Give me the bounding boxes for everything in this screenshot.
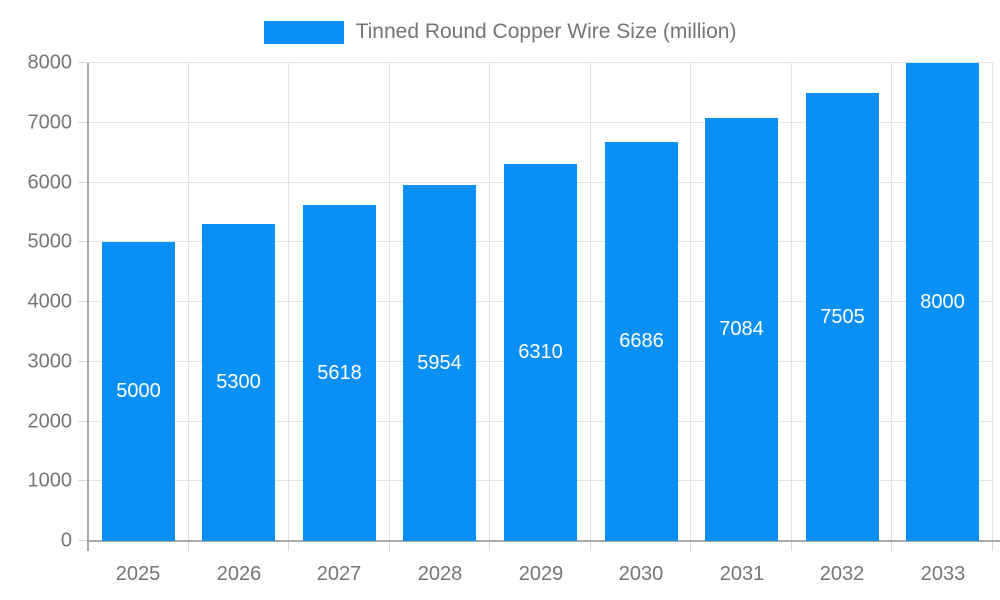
y-tick-label: 6000 xyxy=(27,171,73,194)
bar[interactable]: 5954 xyxy=(403,185,476,541)
x-axis-tick xyxy=(590,541,591,551)
bar-value-label: 5000 xyxy=(116,380,161,402)
x-gridline xyxy=(690,63,691,541)
x-tick-label: 2025 xyxy=(115,563,161,585)
chart-legend[interactable]: Tinned Round Copper Wire Size (million) xyxy=(0,14,1000,50)
legend-series-label: Tinned Round Copper Wire Size (million) xyxy=(355,20,737,43)
x-axis-tick xyxy=(288,541,289,551)
x-gridline xyxy=(389,63,390,541)
y-tick-label: 7000 xyxy=(27,111,73,134)
bar[interactable]: 8000 xyxy=(906,63,979,541)
x-gridline xyxy=(188,63,189,541)
x-gridline xyxy=(791,63,792,541)
y-axis-tick xyxy=(78,480,88,481)
y-axis-tick xyxy=(78,241,88,242)
y-tick-label: 4000 xyxy=(27,290,73,313)
x-gridline xyxy=(489,63,490,541)
x-tick-label: 2033 xyxy=(920,563,966,585)
bar[interactable]: 5618 xyxy=(303,205,376,541)
x-tick-label: 2026 xyxy=(216,563,262,585)
bar-value-label: 8000 xyxy=(920,290,965,313)
legend-color-swatch xyxy=(263,20,344,44)
bar-value-label: 5954 xyxy=(417,351,462,374)
x-axis-tick xyxy=(389,541,390,551)
bar[interactable]: 7084 xyxy=(705,118,778,541)
y-axis-line xyxy=(87,63,89,551)
bar[interactable]: 6686 xyxy=(605,142,678,541)
x-gridline xyxy=(590,63,591,541)
x-tick-label: 2031 xyxy=(719,563,765,585)
x-tick-label: 2027 xyxy=(316,563,362,585)
y-tick-label: 2000 xyxy=(27,410,73,433)
bar-value-label: 6310 xyxy=(518,341,563,363)
y-tick-label: 8000 xyxy=(27,51,73,74)
x-gridline xyxy=(288,63,289,541)
y-axis-tick xyxy=(78,540,88,541)
x-gridline xyxy=(992,63,993,541)
x-axis-tick xyxy=(891,541,892,551)
bar-value-label: 7505 xyxy=(820,305,865,328)
x-axis-tick xyxy=(489,541,490,551)
y-tick-label: 5000 xyxy=(27,230,73,253)
bar[interactable]: 6310 xyxy=(504,164,577,541)
y-gridline xyxy=(88,62,993,63)
x-axis-tick xyxy=(188,541,189,551)
y-axis-tick xyxy=(78,361,88,362)
bar-value-label: 6686 xyxy=(619,330,664,352)
x-axis-tick xyxy=(791,541,792,551)
y-axis-tick xyxy=(78,301,88,302)
y-tick-label: 1000 xyxy=(27,469,73,492)
bar-value-label: 7084 xyxy=(719,318,764,340)
y-tick-label: 3000 xyxy=(27,350,73,373)
x-tick-label: 2029 xyxy=(518,563,564,585)
x-axis-tick xyxy=(992,541,993,551)
y-gridline xyxy=(88,122,993,123)
x-gridline xyxy=(891,63,892,541)
x-tick-label: 2030 xyxy=(618,563,664,585)
y-axis-tick xyxy=(78,122,88,123)
x-axis-tick xyxy=(690,541,691,551)
x-tick-label: 2032 xyxy=(819,563,865,585)
bar[interactable]: 5300 xyxy=(202,224,275,541)
y-tick-label: 0 xyxy=(60,529,72,552)
bar-value-label: 5618 xyxy=(317,361,362,384)
bar-value-label: 5300 xyxy=(216,371,261,393)
x-tick-label: 2028 xyxy=(417,563,463,585)
x-axis-line xyxy=(88,540,1000,542)
bar[interactable]: 5000 xyxy=(102,242,175,541)
bar[interactable]: 7505 xyxy=(806,93,879,541)
y-axis-tick xyxy=(78,421,88,422)
y-axis-tick xyxy=(78,182,88,183)
y-axis-tick xyxy=(78,62,88,63)
